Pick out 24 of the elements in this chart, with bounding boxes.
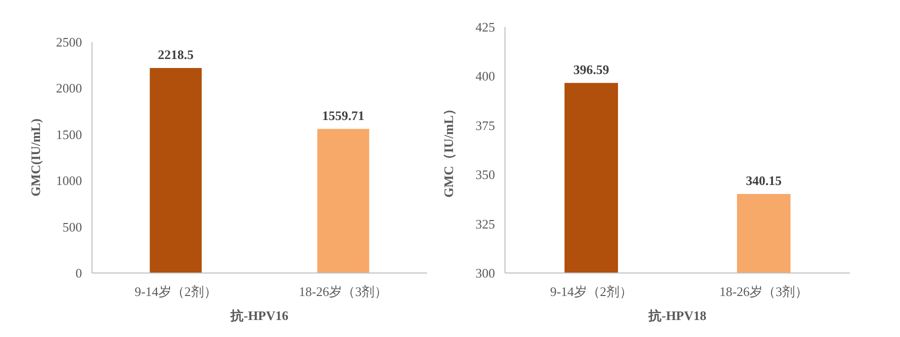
y-axis-title: GMC（IU/mL）	[441, 102, 456, 198]
y-tick-label: 375	[476, 118, 495, 133]
y-tick-label: 325	[476, 216, 495, 232]
x-axis-title: 抗-HPV18	[648, 308, 707, 323]
y-tick-label: 400	[476, 68, 495, 84]
y-tick-label: 425	[476, 20, 495, 34]
y-axis-title: GMC(IU/mL)	[28, 118, 43, 196]
x-tick-label: 18-26岁（3剂）	[719, 284, 808, 299]
y-tick-label: 500	[62, 219, 82, 234]
data-label: 1559.71	[322, 108, 364, 123]
y-tick-label: 2500	[56, 34, 82, 50]
x-tick-label: 9-14岁（2剂）	[550, 284, 632, 299]
y-tick-label: 350	[476, 167, 495, 182]
y-tick-label: 1500	[56, 126, 82, 142]
x-axis-title: 抗-HPV16	[230, 308, 289, 323]
x-tick-label: 9-14岁（2剂）	[134, 284, 217, 299]
y-tick-label: 2000	[56, 80, 82, 96]
data-label: 2218.5	[158, 47, 194, 62]
y-tick-label: 0	[76, 266, 82, 280]
y-tick-label: 300	[476, 266, 495, 280]
data-label: 396.59	[573, 62, 610, 77]
data-label: 340.15	[746, 172, 782, 188]
x-tick-label: 18-26岁（3剂）	[298, 284, 388, 299]
y-tick-label: 1000	[56, 173, 82, 188]
